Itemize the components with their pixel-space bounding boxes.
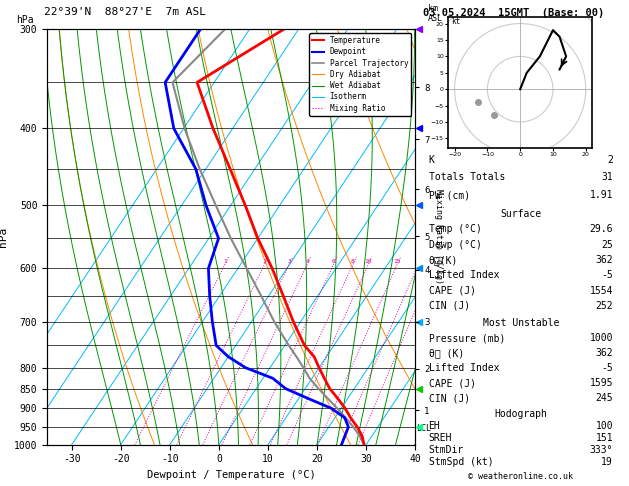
Text: Most Unstable: Most Unstable (482, 318, 559, 329)
Text: Pressure (mb): Pressure (mb) (428, 333, 505, 344)
Text: Surface: Surface (500, 209, 542, 219)
Text: Lifted Index: Lifted Index (428, 364, 499, 373)
Text: Temp (°C): Temp (°C) (428, 225, 481, 234)
Text: 29.6: 29.6 (589, 225, 613, 234)
Text: 1595: 1595 (589, 378, 613, 388)
Text: PW (cm): PW (cm) (428, 190, 470, 200)
Text: CIN (J): CIN (J) (428, 301, 470, 311)
Text: -5: -5 (601, 270, 613, 280)
Text: θᴀ (K): θᴀ (K) (428, 348, 464, 358)
Text: hPa: hPa (16, 15, 33, 25)
Y-axis label: Mixing Ratio (g/kg): Mixing Ratio (g/kg) (435, 190, 443, 284)
Text: 03.05.2024  15GMT  (Base: 00): 03.05.2024 15GMT (Base: 00) (423, 8, 604, 18)
Text: 362: 362 (596, 255, 613, 265)
Y-axis label: hPa: hPa (0, 227, 8, 247)
Text: CIN (J): CIN (J) (428, 393, 470, 403)
Legend: Temperature, Dewpoint, Parcel Trajectory, Dry Adiabat, Wet Adiabat, Isotherm, Mi: Temperature, Dewpoint, Parcel Trajectory… (309, 33, 411, 116)
Text: -5: -5 (601, 364, 613, 373)
Text: EH: EH (428, 421, 440, 431)
Text: km
ASL: km ASL (428, 3, 443, 23)
Text: 10: 10 (365, 260, 372, 264)
Text: CAPE (J): CAPE (J) (428, 378, 476, 388)
Text: 151: 151 (596, 433, 613, 443)
Text: 333°: 333° (589, 445, 613, 455)
Text: 1.91: 1.91 (589, 190, 613, 200)
Text: 3: 3 (287, 260, 291, 264)
Text: K: K (428, 155, 435, 165)
X-axis label: Dewpoint / Temperature (°C): Dewpoint / Temperature (°C) (147, 470, 316, 480)
Text: 2: 2 (263, 260, 267, 264)
Text: 362: 362 (596, 348, 613, 358)
Text: 19: 19 (601, 457, 613, 467)
Text: θᴀ(K): θᴀ(K) (428, 255, 458, 265)
Text: 6: 6 (331, 260, 335, 264)
Text: 2: 2 (607, 155, 613, 165)
Text: © weatheronline.co.uk: © weatheronline.co.uk (469, 472, 573, 481)
Text: 31: 31 (601, 173, 613, 182)
Text: StmDir: StmDir (428, 445, 464, 455)
Text: CAPE (J): CAPE (J) (428, 286, 476, 295)
Text: 100: 100 (596, 421, 613, 431)
Text: 22°39'N  88°27'E  7m ASL: 22°39'N 88°27'E 7m ASL (44, 7, 206, 17)
Text: LCL: LCL (416, 424, 431, 434)
Text: 245: 245 (596, 393, 613, 403)
Text: 1000: 1000 (589, 333, 613, 344)
Text: 252: 252 (596, 301, 613, 311)
Text: Lifted Index: Lifted Index (428, 270, 499, 280)
Text: Dewp (°C): Dewp (°C) (428, 240, 481, 250)
Text: kt: kt (451, 17, 460, 26)
Text: Hodograph: Hodograph (494, 409, 547, 419)
Text: 25: 25 (601, 240, 613, 250)
Text: Totals Totals: Totals Totals (428, 173, 505, 182)
Text: 4: 4 (305, 260, 309, 264)
Text: 15: 15 (394, 260, 401, 264)
Text: 1: 1 (223, 260, 227, 264)
Text: 8: 8 (351, 260, 355, 264)
Text: StmSpd (kt): StmSpd (kt) (428, 457, 493, 467)
Text: SREH: SREH (428, 433, 452, 443)
Text: 1554: 1554 (589, 286, 613, 295)
